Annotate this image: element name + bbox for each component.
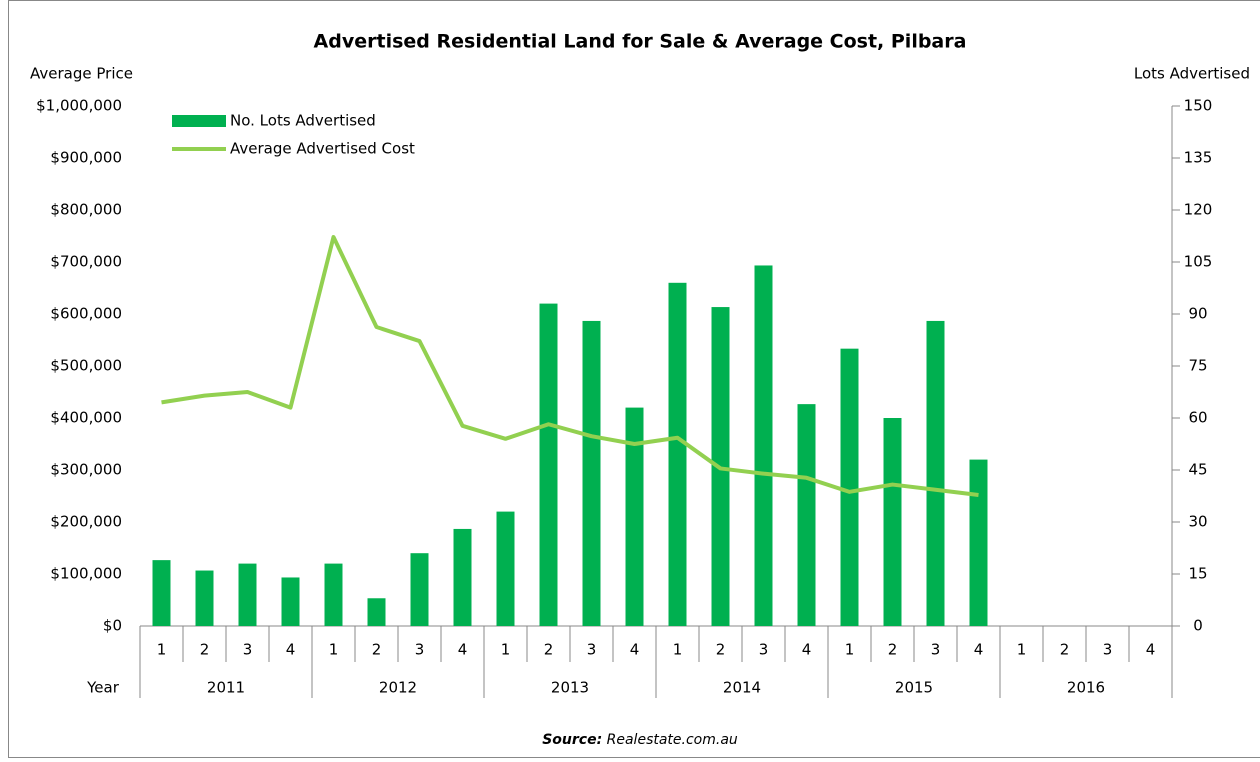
bar — [540, 304, 558, 626]
bar — [282, 577, 300, 626]
bar — [368, 598, 386, 626]
y-tick-label: $600,000 — [50, 305, 122, 323]
y-tick-label: $800,000 — [50, 201, 122, 219]
year-label: 2015 — [895, 679, 933, 697]
y-tick-label: $0 — [103, 617, 122, 635]
x-tick-label: 2 — [544, 641, 554, 659]
x-tick-label: 2 — [200, 641, 210, 659]
y2-tick-label: 120 — [1184, 201, 1213, 219]
bar — [841, 349, 859, 626]
bar — [755, 265, 773, 626]
x-tick-label: 3 — [243, 641, 253, 659]
y2-tick-label: 30 — [1188, 513, 1207, 531]
bar — [927, 321, 945, 626]
year-label: 2012 — [379, 679, 417, 697]
x-tick-label: 3 — [1103, 641, 1113, 659]
bar — [970, 460, 988, 626]
y2-tick-label: 15 — [1188, 565, 1207, 583]
bar — [411, 553, 429, 626]
x-tick-label: 2 — [372, 641, 382, 659]
bar — [454, 529, 472, 626]
x-tick-label: 3 — [587, 641, 597, 659]
y-tick-label: $700,000 — [50, 253, 122, 271]
y2-tick-label: 105 — [1184, 253, 1213, 271]
bar — [196, 571, 214, 626]
x-tick-label: 2 — [1060, 641, 1070, 659]
x-tick-label: 4 — [974, 641, 984, 659]
x-tick-label: 1 — [673, 641, 683, 659]
x-tick-label: 3 — [931, 641, 941, 659]
y-tick-label: $100,000 — [50, 565, 122, 583]
y2-tick-label: 0 — [1193, 617, 1203, 635]
x-tick-label: 4 — [458, 641, 468, 659]
y-tick-label: $900,000 — [50, 149, 122, 167]
y2-tick-label: 60 — [1188, 409, 1207, 427]
x-tick-label: 3 — [759, 641, 769, 659]
legend-swatch — [172, 115, 226, 127]
y-tick-label: $1,000,000 — [36, 97, 122, 115]
y-tick-label: $400,000 — [50, 409, 122, 427]
year-label: 2011 — [207, 679, 245, 697]
bar — [153, 560, 171, 626]
x-tick-label: 3 — [415, 641, 425, 659]
chart-title: Advertised Residential Land for Sale & A… — [314, 31, 967, 53]
x-tick-label: 1 — [501, 641, 511, 659]
year-label: 2013 — [551, 679, 589, 697]
bar — [798, 404, 816, 626]
y2-tick-label: 75 — [1188, 357, 1207, 375]
x-tick-label: 2 — [888, 641, 898, 659]
x-tick-label: 4 — [630, 641, 640, 659]
bar — [239, 564, 257, 626]
bar — [325, 564, 343, 626]
source-text: Realestate.com.au — [607, 732, 738, 748]
source: Source: Realestate.com.au — [542, 732, 738, 748]
x-tick-label: 1 — [157, 641, 167, 659]
x-tick-label: 4 — [1146, 641, 1156, 659]
source-label: Source: — [542, 732, 602, 748]
bar — [669, 283, 687, 626]
bar — [884, 418, 902, 626]
bar — [626, 408, 644, 626]
year-label: 2014 — [723, 679, 761, 697]
legend-label: Average Advertised Cost — [230, 140, 415, 158]
y-axis-title: Average Price — [30, 65, 133, 83]
x-tick-label: 4 — [802, 641, 812, 659]
y-tick-label: $200,000 — [50, 513, 122, 531]
legend-label: No. Lots Advertised — [230, 112, 376, 130]
y-tick-label: $500,000 — [50, 357, 122, 375]
x-tick-label: 1 — [1017, 641, 1027, 659]
x-tick-label: 4 — [286, 641, 296, 659]
y2-tick-label: 90 — [1188, 305, 1207, 323]
bar — [583, 321, 601, 626]
bar — [497, 512, 515, 626]
y-tick-label: $300,000 — [50, 461, 122, 479]
x-tick-label: 1 — [329, 641, 339, 659]
x-tick-label: 2 — [716, 641, 726, 659]
x-axis-title: Year — [86, 679, 120, 697]
x-tick-label: 1 — [845, 641, 855, 659]
y2-tick-label: 135 — [1184, 149, 1213, 167]
year-label: 2016 — [1067, 679, 1105, 697]
y2-axis-title: Lots Advertised — [1134, 65, 1250, 83]
y2-tick-label: 150 — [1184, 97, 1213, 115]
y2-tick-label: 45 — [1188, 461, 1207, 479]
